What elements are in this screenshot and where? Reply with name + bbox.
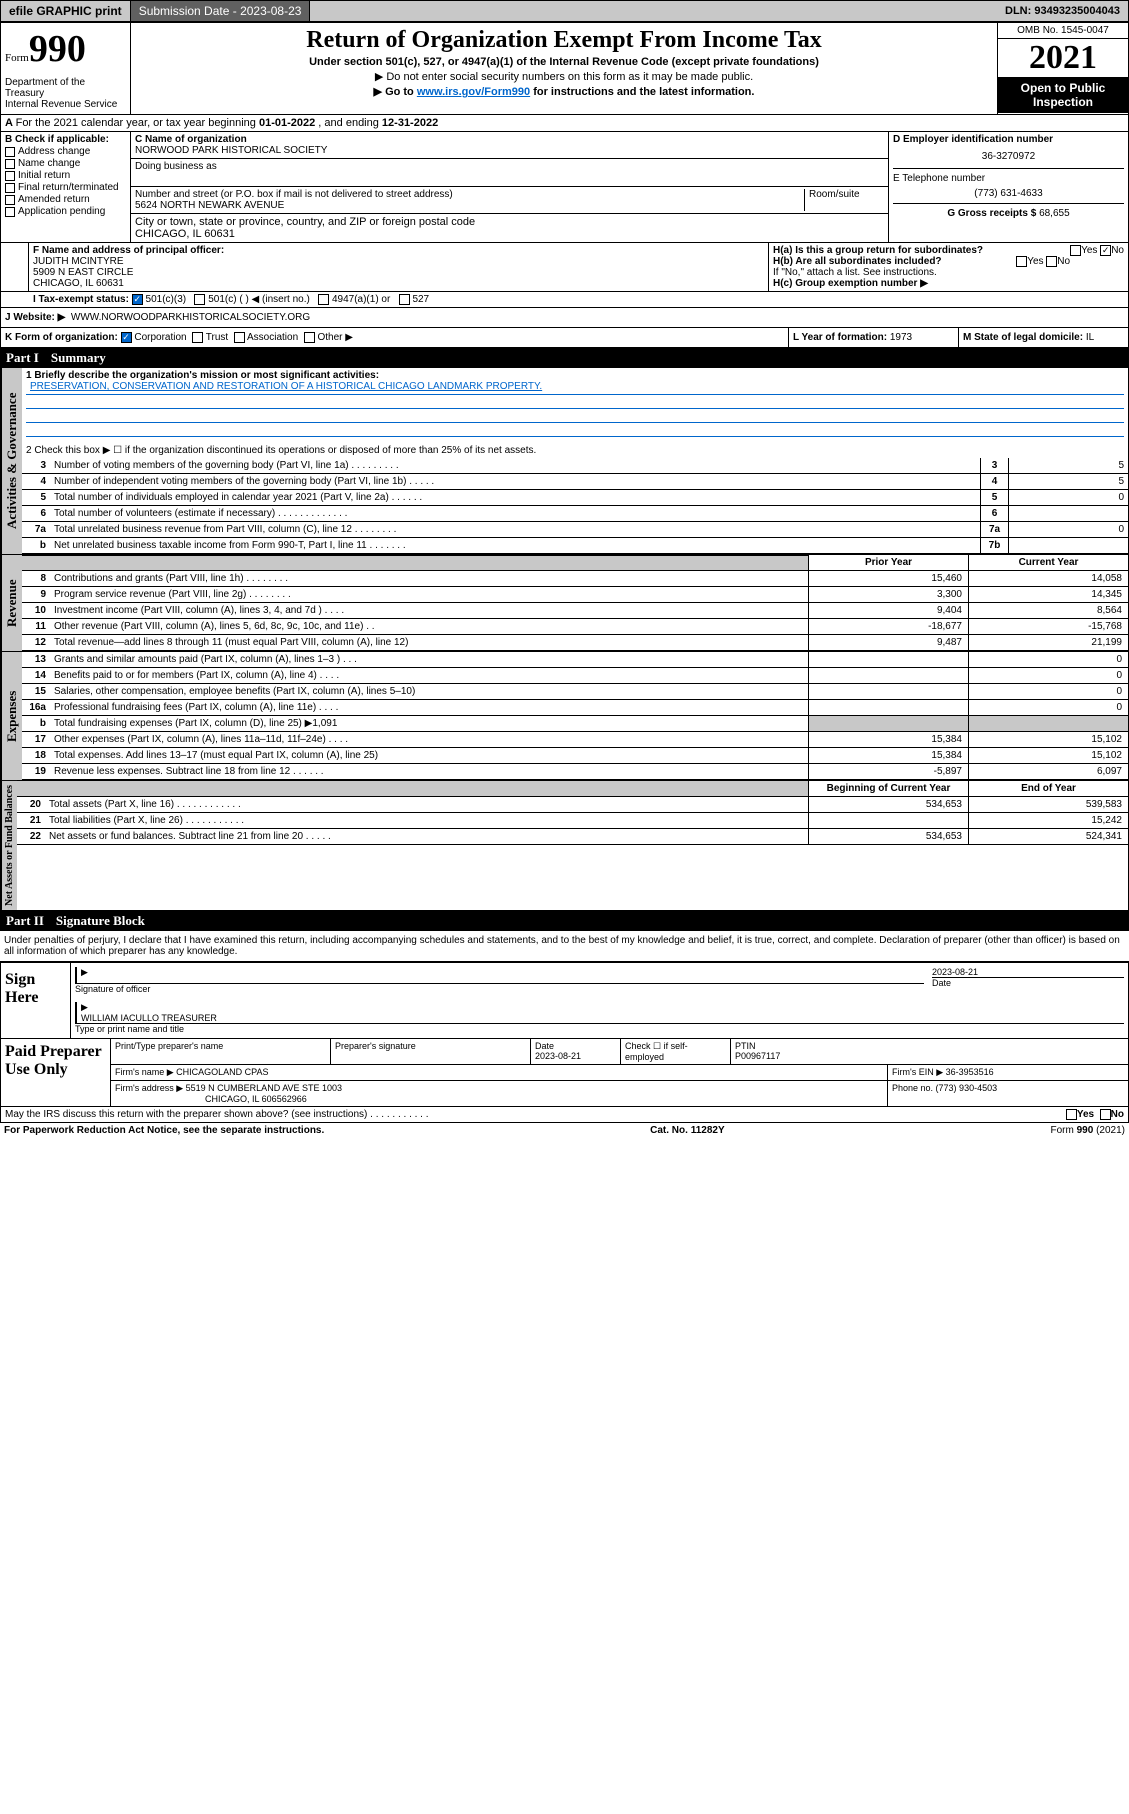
- phone: (773) 631-4633: [893, 188, 1124, 199]
- gov-row: 4Number of independent voting members of…: [22, 474, 1128, 490]
- exp-row: bTotal fundraising expenses (Part IX, co…: [22, 716, 1128, 732]
- vert-netassets: Net Assets or Fund Balances: [1, 781, 17, 910]
- form-subtitle: Under section 501(c), 527, or 4947(a)(1)…: [139, 56, 989, 68]
- efile-label: efile GRAPHIC print: [1, 1, 131, 21]
- box-d-e-g: D Employer identification number 36-3270…: [888, 132, 1128, 242]
- net-col-headers: Beginning of Current Year End of Year: [17, 781, 1128, 797]
- form-note1: ▶ Do not enter social security numbers o…: [139, 70, 989, 83]
- box-b: B Check if applicable: Address change Na…: [1, 132, 131, 242]
- gov-row: 6Total number of volunteers (estimate if…: [22, 506, 1128, 522]
- box-f: F Name and address of principal officer:…: [29, 243, 768, 291]
- rev-col-headers: Prior Year Current Year: [22, 555, 1128, 571]
- paid-preparer-label: Paid Preparer Use Only: [1, 1039, 111, 1106]
- rev-row: 9Program service revenue (Part VIII, lin…: [22, 587, 1128, 603]
- form-note2: ▶ Go to www.irs.gov/Form990 for instruct…: [139, 85, 989, 98]
- gov-row: 3Number of voting members of the governi…: [22, 458, 1128, 474]
- part1-header: Part ISummary: [0, 348, 1129, 368]
- line-a-taxyear: A For the 2021 calendar year, or tax yea…: [0, 115, 1129, 132]
- rev-row: 11Other revenue (Part VIII, column (A), …: [22, 619, 1128, 635]
- box-c: C Name of organizationNORWOOD PARK HISTO…: [131, 132, 888, 242]
- net-row: 21Total liabilities (Part X, line 26) . …: [17, 813, 1128, 829]
- vert-revenue: Revenue: [1, 555, 22, 651]
- net-row: 20Total assets (Part X, line 16) . . . .…: [17, 797, 1128, 813]
- exp-row: 15Salaries, other compensation, employee…: [22, 684, 1128, 700]
- exp-row: 17Other expenses (Part IX, column (A), l…: [22, 732, 1128, 748]
- section-revenue: Revenue Prior Year Current Year 8Contrib…: [0, 555, 1129, 652]
- rev-row: 12Total revenue—add lines 8 through 11 (…: [22, 635, 1128, 651]
- ein: 36-3270972: [893, 151, 1124, 162]
- form-header: Form990 Department of the Treasury Inter…: [0, 22, 1129, 115]
- exp-row: 19Revenue less expenses. Subtract line 1…: [22, 764, 1128, 780]
- q2: 2 Check this box ▶ ☐ if the organization…: [22, 439, 1128, 458]
- form-title: Return of Organization Exempt From Incom…: [139, 27, 989, 54]
- exp-row: 13Grants and similar amounts paid (Part …: [22, 652, 1128, 668]
- line-klm: K Form of organization: ✓ Corporation Tr…: [0, 328, 1129, 348]
- topbar: efile GRAPHIC print Submission Date - 20…: [0, 0, 1129, 22]
- exp-row: 14Benefits paid to or for members (Part …: [22, 668, 1128, 684]
- exp-row: 18Total expenses. Add lines 13–17 (must …: [22, 748, 1128, 764]
- dept-treasury: Department of the Treasury Internal Reve…: [5, 77, 126, 110]
- vert-expenses: Expenses: [1, 652, 22, 780]
- year-box: OMB No. 1545-0047 2021 Open to Public In…: [998, 23, 1128, 114]
- gov-row: 7aTotal unrelated business revenue from …: [22, 522, 1128, 538]
- mission-link[interactable]: PRESERVATION, CONSERVATION AND RESTORATI…: [30, 381, 542, 392]
- officer-group-block: F Name and address of principal officer:…: [0, 243, 1129, 292]
- footer: For Paperwork Reduction Act Notice, see …: [0, 1123, 1129, 1138]
- entity-block: B Check if applicable: Address change Na…: [0, 132, 1129, 243]
- exp-row: 16aProfessional fundraising fees (Part I…: [22, 700, 1128, 716]
- discuss-row: May the IRS discuss this return with the…: [0, 1107, 1129, 1123]
- net-row: 22Net assets or fund balances. Subtract …: [17, 829, 1128, 845]
- section-expenses: Expenses 13Grants and similar amounts pa…: [0, 652, 1129, 781]
- section-netassets: Net Assets or Fund Balances Beginning of…: [0, 781, 1129, 911]
- rev-row: 10Investment income (Part VIII, column (…: [22, 603, 1128, 619]
- gov-row: bNet unrelated business taxable income f…: [22, 538, 1128, 554]
- section-governance: Activities & Governance 1 Briefly descri…: [0, 368, 1129, 555]
- title-box: Return of Organization Exempt From Incom…: [131, 23, 998, 114]
- signature-block: Sign Here ▶ Signature of officer 2023-08…: [0, 961, 1129, 1107]
- rev-row: 8Contributions and grants (Part VIII, li…: [22, 571, 1128, 587]
- tax-year: 2021: [998, 39, 1128, 77]
- q1: 1 Briefly describe the organization's mi…: [22, 368, 1128, 439]
- line-j: J Website: ▶ WWW.NORWOODPARKHISTORICALSO…: [0, 308, 1129, 328]
- vert-governance: Activities & Governance: [1, 368, 22, 554]
- form-number-box: Form990 Department of the Treasury Inter…: [1, 23, 131, 114]
- line-i: I Tax-exempt status: ✓ 501(c)(3) 501(c) …: [0, 292, 1129, 308]
- dln: DLN: 93493235004043: [997, 2, 1128, 20]
- submission-date-button[interactable]: Submission Date - 2023-08-23: [131, 1, 311, 21]
- sign-here-label: Sign Here: [1, 963, 71, 1038]
- box-h: H(a) Is this a group return for subordin…: [768, 243, 1128, 291]
- part2-header: Part IISignature Block: [0, 911, 1129, 931]
- gov-row: 5Total number of individuals employed in…: [22, 490, 1128, 506]
- irs-link[interactable]: www.irs.gov/Form990: [417, 86, 530, 98]
- sig-declaration: Under penalties of perjury, I declare th…: [0, 931, 1129, 961]
- omb-no: OMB No. 1545-0047: [998, 23, 1128, 39]
- open-public: Open to Public Inspection: [998, 77, 1128, 113]
